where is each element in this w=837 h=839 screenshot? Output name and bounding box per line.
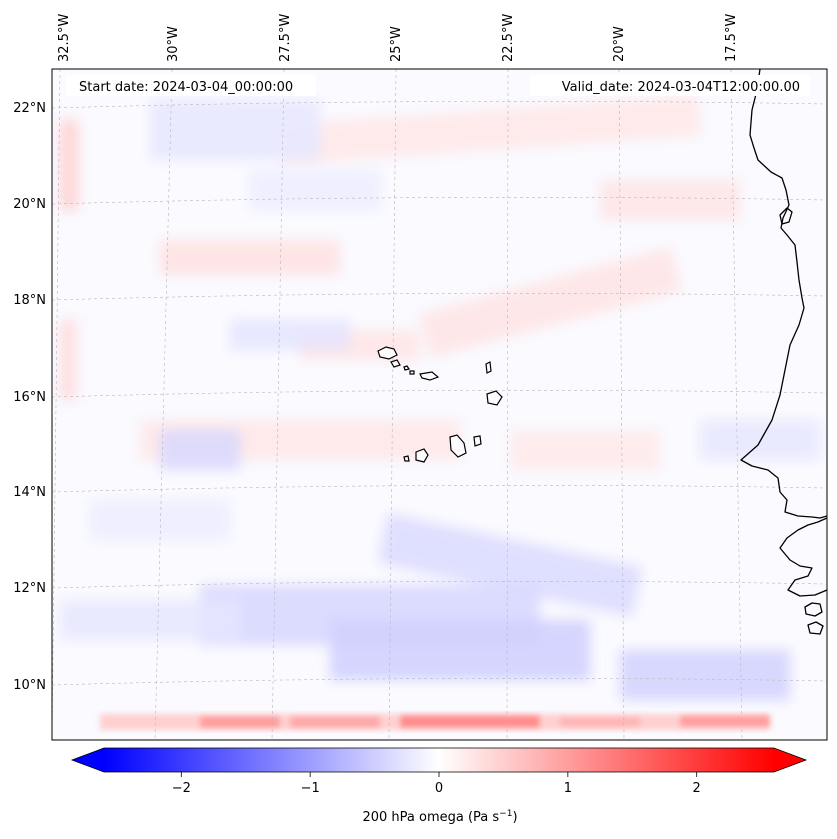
colorbar-max-extend xyxy=(774,748,806,772)
banc-arguin xyxy=(779,207,793,225)
colorbar-tick-label: −1 xyxy=(301,781,320,796)
colorbar-min-extend xyxy=(72,748,104,772)
colorbar-label-exponent: −1 xyxy=(499,809,512,819)
colorbar-tick-label: −2 xyxy=(172,781,191,796)
colorbar-body xyxy=(104,748,774,772)
lat-label: 22°N xyxy=(13,101,46,116)
lon-label: 17.5°W xyxy=(724,14,739,62)
lat-label: 12°N xyxy=(13,581,46,596)
colorbar-label: 200 hPa omega (Pa s−1) xyxy=(362,809,517,825)
start-date-box xyxy=(66,75,316,96)
lat-label: 14°N xyxy=(13,485,46,500)
valid-date-label: Valid_date: 2024-03-04T12:00:00.00 xyxy=(562,80,800,95)
map-frame xyxy=(51,68,828,741)
lon-label: 30°W xyxy=(166,26,181,62)
lat-label: 16°N xyxy=(13,390,46,405)
africa-coastline xyxy=(740,69,827,519)
lon-label: 20°W xyxy=(612,26,627,62)
colorbar-outline xyxy=(70,747,808,773)
lon-label: 32.5°W xyxy=(57,14,72,62)
positive-omega-patches xyxy=(60,95,740,470)
lon-label: 25°W xyxy=(389,26,404,62)
colorbar-label-text: 200 hPa omega (Pa s xyxy=(362,810,499,825)
colorbar-tick-label: 0 xyxy=(435,781,443,796)
lat-label: 20°N xyxy=(13,197,46,212)
negative-omega-patches xyxy=(60,100,820,700)
graticule xyxy=(52,69,827,740)
colorbar-ticks: −2 −1 0 1 2 xyxy=(172,772,701,796)
africa-coastline-south xyxy=(779,517,827,597)
colorbar: −2 −1 0 1 2 200 hPa omega (Pa s−1) xyxy=(70,747,808,825)
start-date-label: Start date: 2024-03-04_00:00:00 xyxy=(79,80,293,95)
southern-edge-band xyxy=(100,714,770,730)
colorbar-tick-label: 2 xyxy=(693,781,701,796)
africa-coastline-islands xyxy=(804,602,824,635)
valid-date-box xyxy=(530,75,810,96)
colorbar-label-close: ) xyxy=(512,810,517,825)
lon-label: 27.5°W xyxy=(278,14,293,62)
map-panel: Start date: 2024-03-04_00:00:00 Valid_da… xyxy=(13,14,828,741)
lat-label: 18°N xyxy=(13,293,46,308)
cape-verde-islands xyxy=(377,346,503,463)
lon-label: 22.5°W xyxy=(501,14,516,62)
lat-label: 10°N xyxy=(13,678,46,693)
latitude-labels: 22°N 20°N 18°N 16°N 14°N 12°N 10°N xyxy=(13,101,46,693)
colorbar-tick-label: 1 xyxy=(564,781,572,796)
longitude-labels: 32.5°W 30°W 27.5°W 25°W 22.5°W 20°W 17.5… xyxy=(57,14,739,62)
omega-field xyxy=(52,69,827,740)
